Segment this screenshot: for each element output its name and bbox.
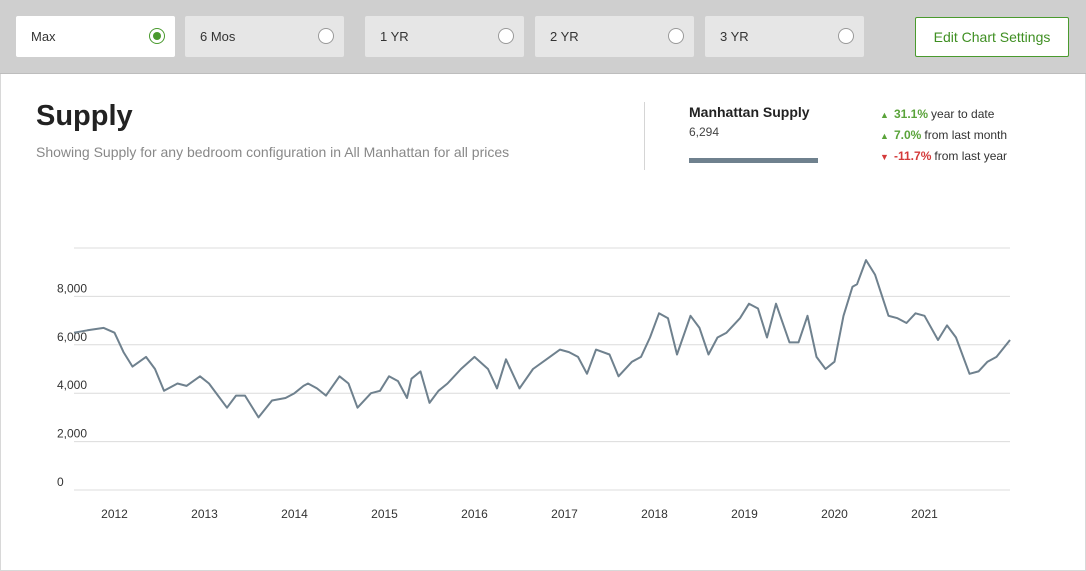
triangle-up-icon: ▲ xyxy=(880,131,889,141)
radio-selected-icon[interactable] xyxy=(149,28,165,44)
stat-text: from last year xyxy=(934,149,1008,163)
stat-pct: 31.1% xyxy=(894,107,929,121)
range-2yr-label: 2 YR xyxy=(550,29,579,44)
radio-icon[interactable] xyxy=(838,28,854,44)
page-title: Supply xyxy=(36,100,133,132)
y-tick-label: 0 xyxy=(57,475,64,489)
x-tick-label: 2019 xyxy=(731,507,758,521)
series-line xyxy=(73,259,1011,419)
header-divider xyxy=(644,102,645,170)
triangle-up-icon: ▲ xyxy=(880,110,889,120)
y-tick-label: 4,000 xyxy=(57,378,87,392)
stat-text: from last month xyxy=(924,128,1008,142)
range-3yr-label: 3 YR xyxy=(720,29,749,44)
legend-series-name: Manhattan Supply xyxy=(689,104,810,120)
range-6mos-label: 6 Mos xyxy=(200,29,236,44)
x-tick-label: 2017 xyxy=(551,507,578,521)
legend-series-value: 6,294 xyxy=(689,125,720,139)
y-tick-label: 6,000 xyxy=(57,330,87,344)
x-tick-label: 2015 xyxy=(371,507,398,521)
stat-year-to-date: ▲ 31.1% year to date xyxy=(880,107,994,121)
supply-line-chart: 0 2,000 4,000 6,000 8,000 2012 2013 2014 2015 201… xyxy=(57,247,1011,521)
range-1yr-label: 1 YR xyxy=(380,29,409,44)
stat-last-year: ▼ -11.7% from last year xyxy=(880,149,1007,163)
x-tick-label: 2016 xyxy=(461,507,488,521)
x-tick-label: 2012 xyxy=(101,507,128,521)
range-max-label: Max xyxy=(31,29,56,44)
range-3yr-button[interactable]: 3 YR xyxy=(705,16,864,57)
stat-pct: 7.0% xyxy=(894,128,922,142)
range-max-button[interactable]: Max xyxy=(16,16,175,57)
x-tick-label: 2020 xyxy=(821,507,848,521)
edit-chart-settings-button[interactable]: Edit Chart Settings xyxy=(915,17,1069,57)
radio-icon[interactable] xyxy=(318,28,334,44)
radio-icon[interactable] xyxy=(668,28,684,44)
range-2yr-button[interactable]: 2 YR xyxy=(535,16,694,57)
stat-pct: -11.7% xyxy=(894,149,932,163)
y-tick-label: 2,000 xyxy=(57,427,87,441)
range-6mos-button[interactable]: 6 Mos xyxy=(185,16,344,57)
x-tick-label: 2021 xyxy=(911,507,938,521)
stat-last-month: ▲ 7.0% from last month xyxy=(880,128,1007,142)
page-subtitle: Showing Supply for any bedroom configura… xyxy=(36,144,510,160)
x-tick-label: 2013 xyxy=(191,507,218,521)
legend-swatch xyxy=(689,158,818,163)
x-tick-label: 2014 xyxy=(281,507,308,521)
stat-text: year to date xyxy=(931,107,995,121)
toolbar: Max 6 Mos 1 YR 2 YR 3 YR Edit Chart Sett… xyxy=(0,0,1086,74)
range-1yr-button[interactable]: 1 YR xyxy=(365,16,524,57)
x-tick-label: 2018 xyxy=(641,507,668,521)
triangle-down-icon: ▼ xyxy=(880,152,889,162)
radio-icon[interactable] xyxy=(498,28,514,44)
y-tick-label: 8,000 xyxy=(57,281,87,295)
